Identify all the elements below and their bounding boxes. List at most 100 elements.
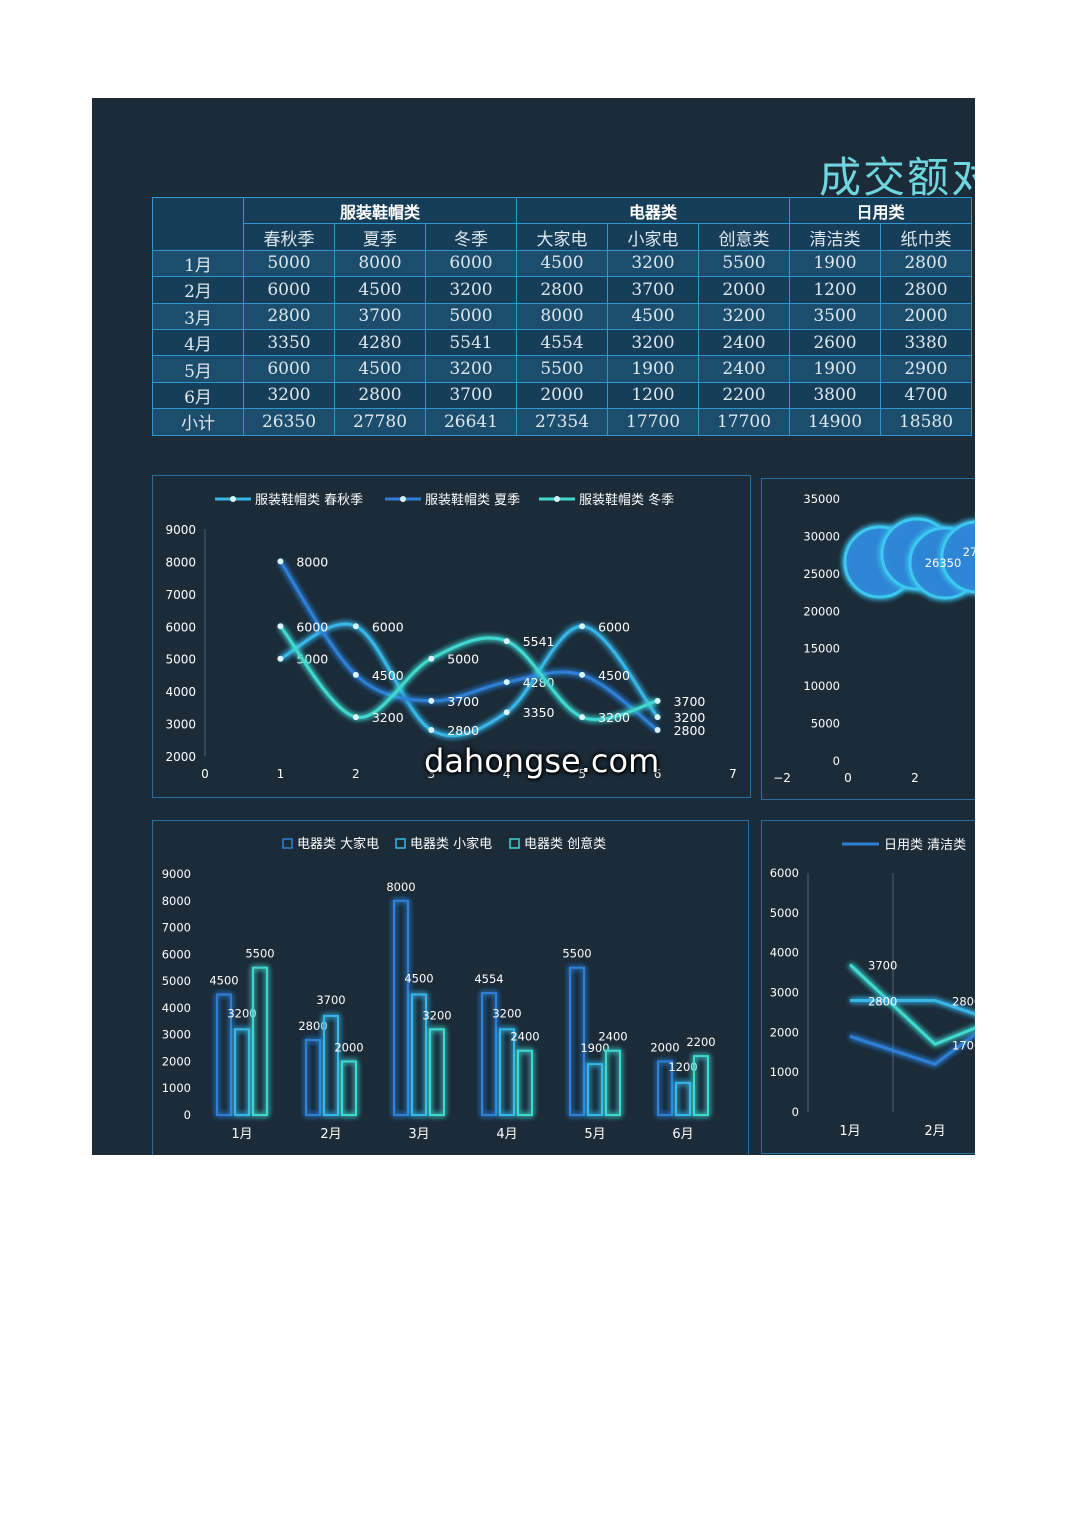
data-label: 4280 bbox=[523, 675, 555, 690]
y-tick-label: 9000 bbox=[165, 523, 196, 537]
table-cell: 5000 bbox=[243, 249, 335, 278]
group-header: 服装鞋帽类 bbox=[243, 196, 517, 225]
table-row: 2月 6000 4500 3200 2800 3700 2000 1200 2800 bbox=[152, 276, 972, 304]
legend-label: 服装鞋帽类 春秋季 bbox=[255, 492, 363, 508]
data-label: 3200 bbox=[372, 710, 404, 725]
subtotal-bubble-chart: 0 5000 10000 15000 20000 25000 30000 35000 −2 0 2 2… bbox=[761, 478, 975, 800]
table-row: 3月 2800 3700 5000 8000 4500 3200 3500 2000 bbox=[152, 302, 972, 330]
y-tick-label: 8000 bbox=[165, 555, 196, 569]
bar bbox=[499, 1028, 515, 1116]
table-row: 4月 3350 4280 5541 4554 3200 2400 2600 3380 bbox=[152, 328, 972, 357]
table-cell: 2900 bbox=[880, 355, 972, 383]
table-cell: 2000 bbox=[698, 276, 790, 304]
bar bbox=[252, 966, 268, 1116]
sub-header: 冬季 bbox=[425, 223, 517, 251]
x-tick-label: 4 bbox=[503, 767, 511, 781]
bar bbox=[234, 1028, 250, 1116]
table-cell: 3350 bbox=[243, 328, 335, 357]
sub-header: 夏季 bbox=[334, 223, 426, 251]
data-point bbox=[352, 714, 359, 721]
sales-table: 服装鞋帽类 电器类 日用类 春秋季 夏季 冬季 大家电 小家电 创意类 清洁类 … bbox=[152, 196, 972, 436]
table-cell: 4500 bbox=[516, 249, 608, 278]
legend-marker bbox=[400, 496, 406, 502]
data-label: 3200 bbox=[674, 710, 706, 725]
x-tick-label: 1月 bbox=[231, 1127, 252, 1142]
corner-cell bbox=[152, 197, 244, 251]
bar bbox=[429, 1028, 445, 1116]
sub-header: 纸巾类 bbox=[880, 223, 972, 251]
data-label: 4500 bbox=[404, 972, 433, 986]
y-tick-label: 1000 bbox=[162, 1081, 191, 1095]
legend-label: 电器类 大家电 bbox=[297, 836, 379, 852]
data-label: 5500 bbox=[562, 947, 591, 961]
data-label: 3200 bbox=[492, 1006, 521, 1020]
sub-header: 创意类 bbox=[698, 223, 790, 251]
data-point bbox=[503, 638, 510, 645]
x-tick-label: 2 bbox=[911, 771, 919, 785]
table-cell: 26641 bbox=[425, 408, 517, 436]
y-tick-label: 25000 bbox=[803, 567, 840, 581]
y-tick-label: 20000 bbox=[803, 604, 840, 618]
x-tick-label: 7 bbox=[729, 767, 737, 781]
table-cell: 3700 bbox=[334, 302, 426, 330]
y-tick-label: 4000 bbox=[162, 1001, 191, 1015]
table-cell: 3500 bbox=[789, 302, 881, 330]
table-cell: 5500 bbox=[698, 249, 790, 278]
data-label: 2800 bbox=[298, 1019, 327, 1033]
data-label: 1700 bbox=[952, 1038, 975, 1052]
appliance-bar-chart-svg: 0 1000 2000 3000 4000 5000 6000 7000 8000 9000 电器类… bbox=[162, 836, 716, 1142]
y-tick-label: 5000 bbox=[811, 717, 840, 731]
table-cell: 1900 bbox=[607, 355, 699, 383]
x-tick-label: 6 bbox=[654, 767, 662, 781]
table-cell: 2800 bbox=[880, 249, 972, 278]
row-label: 3月 bbox=[152, 302, 244, 330]
table-cell: 3200 bbox=[607, 249, 699, 278]
y-tick-label: 5000 bbox=[165, 653, 196, 667]
table-cell: 2800 bbox=[334, 381, 426, 410]
x-tick-label: 0 bbox=[844, 771, 852, 785]
x-tick-label: 2月 bbox=[924, 1124, 945, 1139]
table-cell: 18580 bbox=[880, 408, 972, 436]
y-tick-label: 8000 bbox=[162, 894, 191, 908]
table-cell: 8000 bbox=[516, 302, 608, 330]
series-line bbox=[279, 560, 659, 732]
table-cell: 4554 bbox=[516, 328, 608, 357]
table-cell: 14900 bbox=[789, 408, 881, 436]
data-point bbox=[352, 623, 359, 630]
y-tick-label: 5000 bbox=[162, 974, 191, 988]
sub-header: 大家电 bbox=[516, 223, 608, 251]
data-label: 3200 bbox=[422, 1008, 451, 1022]
data-label: 5500 bbox=[245, 947, 274, 961]
data-point bbox=[428, 697, 435, 704]
data-label: 5541 bbox=[523, 634, 555, 649]
data-label: 8000 bbox=[386, 880, 415, 894]
table-cell: 1200 bbox=[607, 381, 699, 410]
data-point bbox=[428, 727, 435, 734]
row-label: 5月 bbox=[152, 355, 244, 383]
data-label: 1200 bbox=[668, 1060, 697, 1074]
data-label: 2200 bbox=[686, 1035, 715, 1049]
y-tick-label: 0 bbox=[184, 1108, 191, 1122]
legend-label: 服装鞋帽类 冬季 bbox=[579, 492, 674, 508]
table-cell: 5500 bbox=[516, 355, 608, 383]
page-title: 成交额对 bbox=[819, 153, 975, 202]
y-tick-label: 7000 bbox=[165, 588, 196, 602]
data-label: 4554 bbox=[474, 972, 503, 986]
table-cell: 27354 bbox=[516, 408, 608, 436]
table-cell: 3380 bbox=[880, 328, 972, 357]
table-cell: 6000 bbox=[243, 276, 335, 304]
watermark: dahongse.com bbox=[424, 742, 660, 780]
table-cell: 4280 bbox=[334, 328, 426, 357]
data-label: 8000 bbox=[296, 554, 328, 569]
table-cell: 1900 bbox=[789, 355, 881, 383]
row-label: 1月 bbox=[152, 249, 244, 278]
row-label: 2月 bbox=[152, 276, 244, 304]
daily-line-chart: 0 1000 2000 3000 4000 5000 6000 日用类 清洁类 1月 2月 3700… bbox=[761, 820, 975, 1154]
data-point bbox=[579, 623, 586, 630]
data-point bbox=[503, 709, 510, 716]
data-label: 2400 bbox=[510, 1030, 539, 1044]
y-tick-label: 15000 bbox=[803, 642, 840, 656]
y-tick-label: 6000 bbox=[162, 947, 191, 961]
x-tick-label: 3 bbox=[427, 767, 435, 781]
series-line bbox=[849, 1032, 975, 1066]
